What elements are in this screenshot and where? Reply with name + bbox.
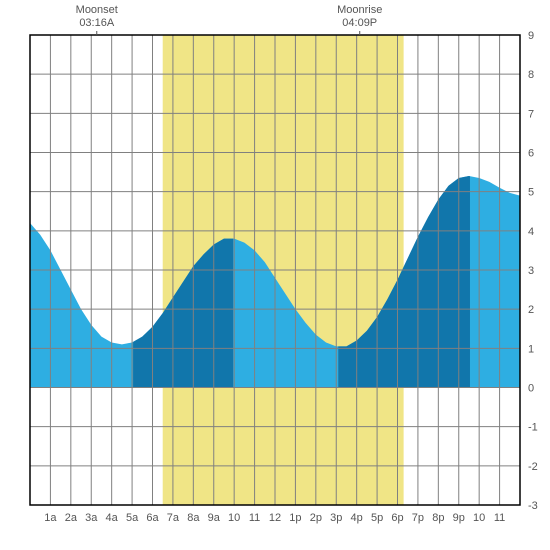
y-tick-label: -1 — [528, 422, 538, 434]
x-tick-label: 8a — [187, 512, 200, 524]
x-tick-label: 10 — [473, 512, 485, 524]
y-tick-label: -3 — [528, 500, 538, 512]
x-tick-label: 5a — [126, 512, 139, 524]
y-tick-label: 6 — [528, 148, 534, 160]
y-tick-label: 9 — [528, 30, 534, 42]
x-tick-label: 2p — [310, 512, 322, 524]
y-tick-label: 4 — [528, 226, 534, 238]
y-tick-label: 8 — [528, 69, 534, 81]
x-tick-label: 11 — [494, 512, 505, 524]
y-tick-label: 1 — [528, 343, 534, 355]
x-tick-label: 7p — [412, 512, 424, 524]
y-tick-label: 5 — [528, 187, 534, 199]
y-tick-label: 2 — [528, 304, 534, 316]
x-tick-label: 1p — [289, 512, 301, 524]
x-tick-label: 5p — [371, 512, 383, 524]
x-tick-label: 2a — [65, 512, 78, 524]
moonrise-label: Moonrise — [337, 4, 382, 16]
moonset-time: 03:16A — [79, 17, 115, 29]
x-tick-label: 8p — [432, 512, 444, 524]
chart-svg: -3-2-101234567891a2a3a4a5a6a7a8a9a101112… — [0, 0, 550, 550]
x-tick-label: 7a — [167, 512, 180, 524]
x-tick-label: 12 — [269, 512, 281, 524]
x-tick-label: 3p — [330, 512, 342, 524]
moonrise-time: 04:09P — [342, 17, 377, 29]
x-tick-label: 11 — [249, 512, 260, 524]
x-tick-label: 4a — [106, 512, 119, 524]
x-tick-label: 9a — [208, 512, 221, 524]
x-tick-label: 6a — [146, 512, 159, 524]
x-tick-label: 9p — [453, 512, 465, 524]
x-tick-label: 1a — [44, 512, 57, 524]
y-tick-label: 3 — [528, 265, 534, 277]
grid — [30, 35, 520, 505]
y-tick-label: 7 — [528, 108, 534, 120]
x-tick-label: 10 — [228, 512, 240, 524]
y-tick-label: -2 — [528, 461, 538, 473]
x-tick-label: 6p — [391, 512, 403, 524]
x-tick-label: 3a — [85, 512, 98, 524]
y-tick-label: 0 — [528, 383, 534, 395]
moonset-label: Moonset — [76, 4, 118, 16]
x-tick-label: 4p — [351, 512, 363, 524]
tide-chart: -3-2-101234567891a2a3a4a5a6a7a8a9a101112… — [0, 0, 550, 550]
